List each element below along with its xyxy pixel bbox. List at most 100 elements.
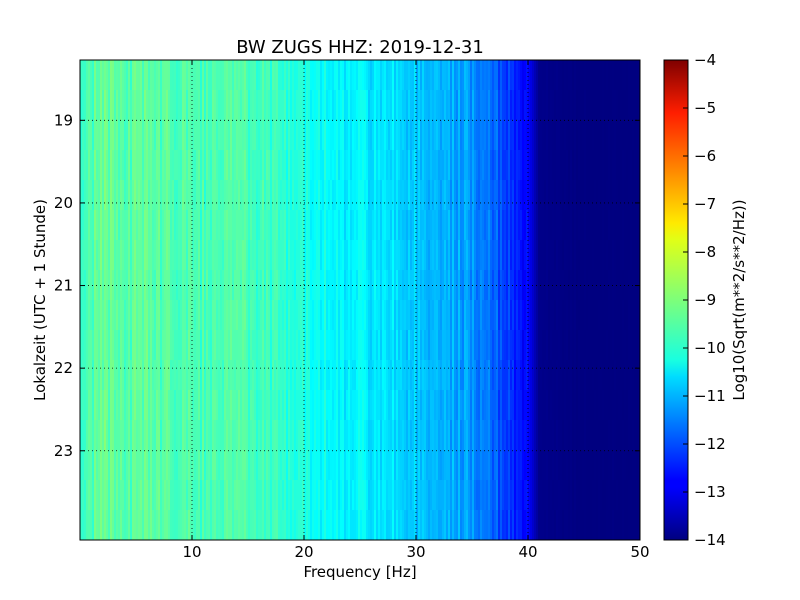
heatmap-cell bbox=[496, 450, 499, 481]
heatmap-cell bbox=[606, 120, 609, 151]
heatmap-cell bbox=[182, 480, 185, 511]
heatmap-cell bbox=[318, 360, 321, 391]
heatmap-cell bbox=[264, 270, 267, 301]
heatmap-cell bbox=[344, 510, 347, 540]
heatmap-cell bbox=[570, 420, 573, 451]
heatmap-cell bbox=[128, 300, 131, 331]
heatmap-cell bbox=[498, 480, 501, 511]
heatmap-cell bbox=[406, 270, 409, 301]
heatmap-cell bbox=[426, 180, 429, 211]
heatmap-cell bbox=[246, 120, 249, 151]
heatmap-cell bbox=[102, 480, 105, 511]
heatmap-cell bbox=[386, 480, 389, 511]
heatmap-cell bbox=[314, 180, 317, 211]
heatmap-cell bbox=[114, 480, 117, 511]
heatmap-cell bbox=[218, 330, 221, 361]
heatmap-cell bbox=[460, 300, 463, 331]
heatmap-cell bbox=[322, 390, 325, 421]
heatmap-cell bbox=[374, 510, 377, 540]
heatmap-cell bbox=[226, 270, 229, 301]
heatmap-cell bbox=[158, 330, 161, 361]
heatmap-cell bbox=[564, 330, 567, 361]
heatmap-cell bbox=[222, 300, 225, 331]
heatmap-cell bbox=[546, 210, 549, 241]
heatmap-cell bbox=[84, 90, 87, 121]
heatmap-cell bbox=[484, 60, 487, 91]
heatmap-cell bbox=[408, 120, 411, 151]
heatmap-cell bbox=[104, 60, 107, 91]
heatmap-cell bbox=[592, 60, 595, 91]
heatmap-cell bbox=[106, 150, 109, 181]
heatmap-cell bbox=[622, 360, 625, 391]
heatmap-cell bbox=[488, 90, 491, 121]
heatmap-cell bbox=[424, 60, 427, 91]
heatmap-cell bbox=[606, 240, 609, 271]
heatmap-cell bbox=[262, 90, 265, 121]
heatmap-cell bbox=[604, 120, 607, 151]
heatmap-cell bbox=[254, 330, 257, 361]
heatmap-cell bbox=[370, 180, 373, 211]
heatmap-cell bbox=[426, 90, 429, 121]
heatmap-cell bbox=[626, 480, 629, 511]
heatmap-cell bbox=[392, 510, 395, 540]
heatmap-cell bbox=[206, 270, 209, 301]
heatmap-cell bbox=[218, 90, 221, 121]
heatmap-cell bbox=[426, 330, 429, 361]
heatmap-cell bbox=[100, 60, 103, 91]
heatmap-cell bbox=[224, 390, 227, 421]
heatmap-cell bbox=[240, 120, 243, 151]
heatmap-cell bbox=[584, 360, 587, 391]
heatmap-cell bbox=[112, 300, 115, 331]
heatmap-cell bbox=[90, 450, 93, 481]
heatmap-cell bbox=[476, 390, 479, 421]
heatmap-cell bbox=[582, 270, 585, 301]
heatmap-cell bbox=[256, 450, 259, 481]
heatmap-cell bbox=[358, 330, 361, 361]
heatmap-cell bbox=[290, 90, 293, 121]
heatmap-cell bbox=[194, 90, 197, 121]
heatmap-cell bbox=[296, 300, 299, 331]
heatmap-cell bbox=[160, 180, 163, 211]
heatmap-cell bbox=[158, 120, 161, 151]
heatmap-cell bbox=[590, 300, 593, 331]
heatmap-cell bbox=[620, 390, 623, 421]
heatmap-cell bbox=[540, 330, 543, 361]
heatmap-cell bbox=[604, 450, 607, 481]
heatmap-cell bbox=[322, 420, 325, 451]
heatmap-cell bbox=[398, 180, 401, 211]
heatmap-cell bbox=[316, 270, 319, 301]
heatmap-cell bbox=[524, 60, 527, 91]
heatmap-cell bbox=[554, 510, 557, 540]
heatmap-cell bbox=[374, 390, 377, 421]
heatmap-cell bbox=[346, 120, 349, 151]
heatmap-cell bbox=[592, 480, 595, 511]
heatmap-cell bbox=[418, 510, 421, 540]
heatmap-cell bbox=[310, 120, 313, 151]
heatmap-cell bbox=[226, 480, 229, 511]
heatmap-cell bbox=[196, 510, 199, 540]
heatmap-cell bbox=[488, 270, 491, 301]
heatmap-cell bbox=[578, 270, 581, 301]
heatmap-cell bbox=[458, 390, 461, 421]
heatmap-cell bbox=[628, 90, 631, 121]
heatmap-cell bbox=[526, 180, 529, 211]
heatmap-cell bbox=[186, 450, 189, 481]
heatmap-cell bbox=[134, 240, 137, 271]
heatmap-cell bbox=[380, 300, 383, 331]
heatmap-cell bbox=[468, 90, 471, 121]
heatmap-cell bbox=[408, 330, 411, 361]
heatmap-cell bbox=[578, 240, 581, 271]
heatmap-cell bbox=[152, 270, 155, 301]
heatmap-cell bbox=[564, 60, 567, 91]
heatmap-cell bbox=[152, 420, 155, 451]
heatmap-cell bbox=[510, 60, 513, 91]
colorbar-tick-label: −7 bbox=[694, 195, 716, 213]
heatmap-cell bbox=[396, 510, 399, 540]
heatmap-cell bbox=[102, 420, 105, 451]
heatmap-cell bbox=[358, 390, 361, 421]
heatmap-cell bbox=[532, 90, 535, 121]
heatmap-cell bbox=[452, 450, 455, 481]
heatmap-cell bbox=[360, 210, 363, 241]
heatmap-cell bbox=[368, 510, 371, 540]
heatmap-cell bbox=[224, 300, 227, 331]
